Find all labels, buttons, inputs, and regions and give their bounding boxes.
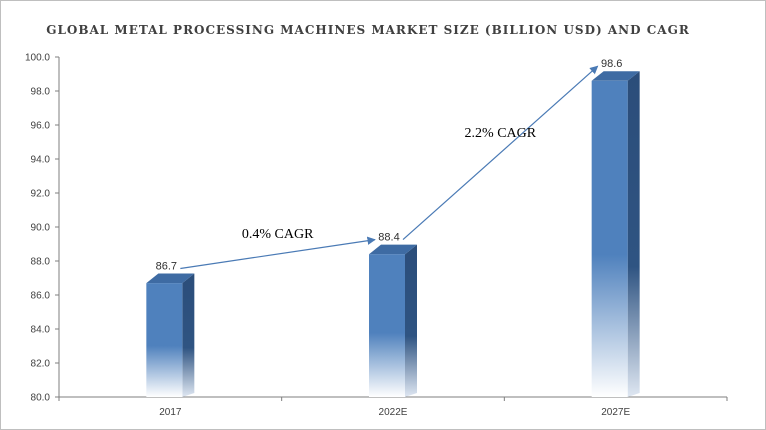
data-label: 86.7 xyxy=(156,261,177,273)
cagr-arrow xyxy=(180,236,376,270)
data-label: 88.4 xyxy=(378,232,399,244)
y-tick-label: 92.0 xyxy=(31,189,51,200)
y-tick-label: 100.0 xyxy=(25,53,50,64)
annotations: 0.4% CAGR 2.2% CAGR xyxy=(180,65,599,270)
y-tick-label: 94.0 xyxy=(31,155,51,166)
bar-2022E: 88.4 xyxy=(369,232,417,397)
y-tick-label: 96.0 xyxy=(31,121,51,132)
x-tick-label: 2017 xyxy=(159,407,182,418)
y-tick-label: 86.0 xyxy=(31,291,51,302)
bar-2027E: 98.6 xyxy=(591,58,640,398)
y-tick-label: 98.0 xyxy=(31,87,51,98)
bars: 86.7 88.4 98.6 xyxy=(146,58,640,398)
y-tick-label: 90.0 xyxy=(31,223,51,234)
cagr-label: 2.2% CAGR xyxy=(465,126,537,141)
data-label: 98.6 xyxy=(601,58,622,70)
x-tick-label: 2022E xyxy=(379,407,408,418)
cagr-label: 0.4% CAGR xyxy=(242,227,314,242)
y-tick-label: 84.0 xyxy=(31,325,51,336)
y-tick-label: 82.0 xyxy=(31,359,51,370)
bar-top xyxy=(591,71,640,81)
bar-side xyxy=(405,244,417,397)
bar-front xyxy=(591,80,628,398)
x-tick-label: 2027E xyxy=(601,407,630,418)
y-tick-label: 88.0 xyxy=(31,257,51,268)
bar-top xyxy=(146,273,195,284)
chart-title: GLOBAL METAL PROCESSING MACHINES MARKET … xyxy=(46,23,690,37)
bar-front xyxy=(146,283,183,397)
bar-front xyxy=(369,254,405,397)
bar-top xyxy=(369,244,417,255)
bar-2017: 86.7 xyxy=(146,261,195,397)
cagr-arrow xyxy=(402,65,599,241)
y-tick-label: 80.0 xyxy=(31,393,51,404)
bar-side xyxy=(182,273,195,397)
bar-side xyxy=(627,71,640,397)
